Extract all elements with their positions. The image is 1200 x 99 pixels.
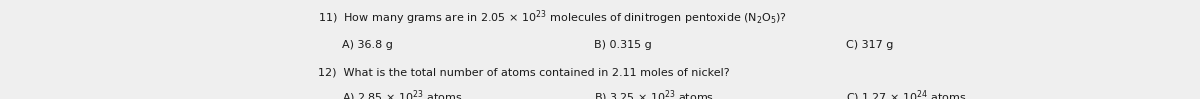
Text: A) 36.8 g: A) 36.8 g (342, 40, 392, 50)
Text: B) 0.315 g: B) 0.315 g (594, 40, 652, 50)
Text: 12)  What is the total number of atoms contained in 2.11 moles of nickel?: 12) What is the total number of atoms co… (318, 67, 730, 77)
Text: C) 1.27 × 10$^{24}$ atoms: C) 1.27 × 10$^{24}$ atoms (846, 88, 966, 99)
Text: C) 317 g: C) 317 g (846, 40, 893, 50)
Text: B) 3.25 × 10$^{23}$ atoms: B) 3.25 × 10$^{23}$ atoms (594, 88, 714, 99)
Text: A) 2.85 × 10$^{23}$ atoms: A) 2.85 × 10$^{23}$ atoms (342, 88, 462, 99)
Text: 11)  How many grams are in 2.05 × 10$^{23}$ molecules of dinitrogen pentoxide (N: 11) How many grams are in 2.05 × 10$^{23… (318, 9, 787, 27)
